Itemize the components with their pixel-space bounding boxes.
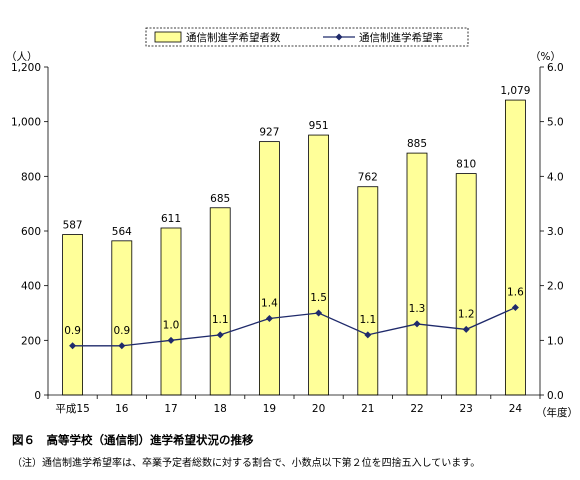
bar-value-label-9: 1,079 [500, 85, 530, 97]
rate-label-bg-4 [260, 296, 279, 310]
bar-8 [455, 173, 477, 396]
rate-label-bg-7 [408, 301, 426, 315]
y2-tick-label: 3.0 [547, 226, 564, 238]
x-tick-label: 22 [410, 403, 423, 415]
rate-line [72, 306, 516, 347]
x-tick-label: 17 [164, 403, 177, 415]
rate-point-6 [364, 331, 372, 339]
y-tick-label: 800 [21, 171, 41, 183]
y-tick-label: 400 [21, 281, 41, 293]
rate-value-label-8: 1.2 [458, 308, 475, 320]
figure-note: （注）通信制進学希望率は、卒業予定者総数に対する割合で、小数点以下第２位を四捨五… [12, 458, 481, 469]
x-tick-label: 24 [509, 403, 523, 415]
rate-value-label-1: 0.9 [113, 325, 130, 337]
x-tick-label: 23 [460, 403, 473, 415]
rate-value-label-6: 1.1 [359, 314, 376, 326]
bar-6 [357, 186, 379, 396]
x-tick-label: 18 [214, 403, 227, 415]
rate-label-bg-5 [309, 291, 328, 304]
bar-value-label-3: 685 [210, 193, 230, 205]
legend-bar-label: 通信制進学希望者数 [186, 31, 281, 44]
y2-tick-label: 4.0 [547, 171, 564, 183]
y2-tick-label: 1.0 [547, 335, 564, 347]
bar-2 [160, 227, 182, 396]
legend-line-label: 通信制進学希望率 [359, 31, 443, 44]
y-tick-label: 200 [21, 335, 41, 347]
x-tick-label: 平成15 [55, 403, 89, 415]
bar-5 [308, 134, 330, 396]
y-axis-title: （人） [6, 51, 38, 63]
rate-point-1 [118, 342, 126, 350]
y2-tick-label: 6.0 [547, 62, 564, 74]
bar-value-label-6: 762 [358, 172, 378, 184]
y2-tick-label: 2.0 [547, 281, 564, 293]
rate-value-label-2: 1.0 [163, 319, 180, 331]
x-tick-label: 16 [115, 403, 129, 415]
y-tick-label: 1,000 [11, 117, 41, 129]
rate-point-8 [462, 325, 470, 333]
rate-point-4 [265, 314, 273, 322]
figure-caption: 図６ 高等学校（通信制）進学希望状況の推移 [12, 433, 254, 447]
rate-label-bg-0 [63, 323, 82, 337]
y2-axis-title: （%） [530, 51, 561, 63]
chart: 0 200 400 600 800 1,000 1,200 0.0 1.0 2.0 3.0 4.0 5.… [6, 27, 578, 419]
legend-bar-swatch [154, 31, 182, 43]
rate-label-bg-3 [211, 312, 230, 326]
rate-value-label-4: 1.4 [261, 297, 278, 309]
rate-point-2 [167, 336, 175, 344]
x-tick-label: 21 [361, 403, 374, 415]
rate-label-bg-1 [112, 323, 131, 337]
y-tick-label: 1,200 [11, 62, 41, 74]
bar-value-label-7: 885 [407, 138, 427, 150]
bar-1 [111, 240, 133, 396]
rate-value-label-9: 1.6 [507, 287, 524, 299]
x-axis-title: （年度） [536, 406, 578, 419]
y-tick-label: 600 [21, 226, 41, 238]
rate-label-bg-6 [358, 312, 377, 326]
bar-value-label-4: 927 [259, 127, 279, 139]
bar-4 [258, 141, 280, 396]
bar-9 [504, 99, 526, 396]
x-tick-label: 20 [312, 403, 325, 415]
rate-point-3 [216, 331, 224, 339]
rate-label-bg-8 [457, 307, 476, 321]
rate-value-label-3: 1.1 [212, 314, 229, 326]
bar-value-label-1: 564 [112, 226, 132, 238]
y2-tick-label: 5.0 [547, 117, 564, 129]
rate-label-bg-2 [162, 318, 180, 332]
bar-value-label-0: 587 [63, 220, 83, 232]
rate-point-7 [413, 320, 421, 328]
rate-value-label-0: 0.9 [64, 325, 81, 337]
rate-point-9 [511, 304, 519, 312]
x-tick-label: 19 [263, 403, 276, 415]
y2-tick-label: 0.0 [547, 390, 564, 402]
rate-value-label-7: 1.3 [409, 303, 426, 315]
bar-0 [62, 234, 83, 396]
bar-7 [406, 152, 428, 396]
bar-value-label-8: 810 [456, 159, 476, 171]
y-tick-label: 0 [34, 390, 41, 402]
legend: 通信制進学希望者数 通信制進学希望率 [145, 27, 469, 47]
bar-value-label-2: 611 [161, 213, 181, 225]
legend-line-marker [335, 33, 343, 41]
bar-3 [209, 207, 231, 396]
rate-point-5 [315, 309, 323, 317]
rate-label-bg-9 [506, 285, 525, 299]
bar-value-label-5: 951 [309, 120, 329, 132]
rate-point-0 [69, 342, 77, 350]
rate-value-label-5: 1.5 [310, 292, 327, 304]
